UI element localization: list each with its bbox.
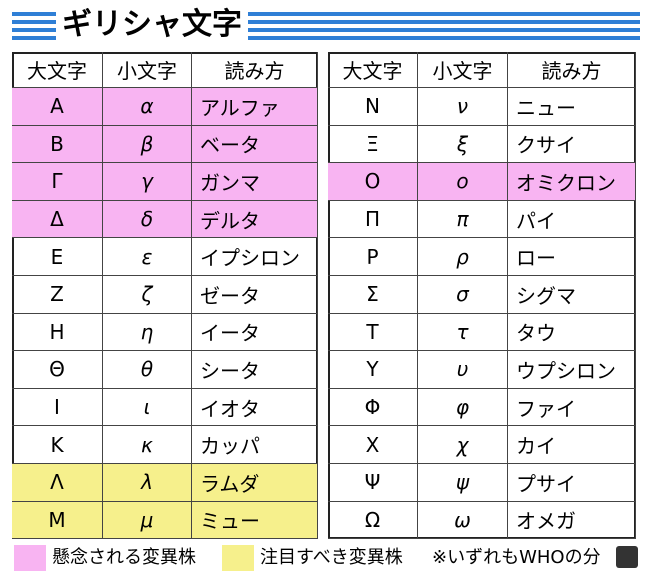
table-cell: デルタ bbox=[192, 200, 318, 239]
table-cell: ι bbox=[103, 388, 192, 427]
table-cell: ο bbox=[418, 163, 508, 201]
note: ※いずれもWHOの分 bbox=[432, 547, 601, 568]
table-cell: β bbox=[103, 125, 192, 164]
table-cell: Β bbox=[12, 125, 103, 164]
table-cell: Π bbox=[328, 200, 418, 239]
table-cell: π bbox=[418, 200, 508, 239]
table-cell: τ bbox=[418, 313, 508, 352]
table-cell: Θ bbox=[12, 351, 103, 389]
table-cell: Γ bbox=[12, 163, 103, 201]
table-cell: ベータ bbox=[192, 125, 318, 164]
header-cell: 小文字 bbox=[418, 52, 508, 88]
table-cell: オミクロン bbox=[508, 163, 636, 201]
table-cell: Ξ bbox=[328, 125, 418, 164]
legend-swatch bbox=[14, 545, 46, 571]
title: ギリシャ文字 bbox=[56, 4, 248, 46]
table-cell: Δ bbox=[12, 200, 103, 239]
table-cell: ρ bbox=[418, 238, 508, 276]
table-cell: η bbox=[103, 313, 192, 352]
table-cell: ロー bbox=[508, 238, 636, 276]
table-cell: Α bbox=[12, 88, 103, 126]
table-cell: Κ bbox=[12, 426, 103, 464]
table-cell: μ bbox=[103, 501, 192, 540]
table-cell: パイ bbox=[508, 200, 636, 239]
table-cell: Χ bbox=[328, 426, 418, 464]
table-cell: α bbox=[103, 88, 192, 126]
header-cell: 読み方 bbox=[508, 52, 636, 88]
table-cell: γ bbox=[103, 163, 192, 201]
table-cell: ε bbox=[103, 238, 192, 276]
table-cell: アルファ bbox=[192, 88, 318, 126]
table-cell: φ bbox=[418, 388, 508, 427]
table-cell: カッパ bbox=[192, 426, 318, 464]
table-cell: Λ bbox=[12, 464, 103, 502]
table-cell: クサイ bbox=[508, 125, 636, 164]
header-cell: 大文字 bbox=[328, 52, 418, 88]
table-cell: υ bbox=[418, 351, 508, 389]
table-cell: Υ bbox=[328, 351, 418, 389]
table-cell: ν bbox=[418, 88, 508, 126]
logo bbox=[616, 546, 638, 568]
table-cell: ζ bbox=[103, 276, 192, 314]
table-cell: カイ bbox=[508, 426, 636, 464]
table-cell: Ε bbox=[12, 238, 103, 276]
table-cell: Ο bbox=[328, 163, 418, 201]
table-cell: ファイ bbox=[508, 388, 636, 427]
table-cell: ニュー bbox=[508, 88, 636, 126]
table-cell: Ρ bbox=[328, 238, 418, 276]
table-cell: θ bbox=[103, 351, 192, 389]
header-cell: 小文字 bbox=[103, 52, 192, 88]
table-cell: シグマ bbox=[508, 276, 636, 314]
table-cell: σ bbox=[418, 276, 508, 314]
table-cell: Ν bbox=[328, 88, 418, 126]
table-cell: ゼータ bbox=[192, 276, 318, 314]
table-cell: ラムダ bbox=[192, 464, 318, 502]
table-cell: タウ bbox=[508, 313, 636, 352]
legend-label: 懸念される変異株 bbox=[52, 547, 196, 568]
table-cell: オメガ bbox=[508, 501, 636, 540]
table-cell: Σ bbox=[328, 276, 418, 314]
table-cell: Τ bbox=[328, 313, 418, 352]
table-cell: Ψ bbox=[328, 464, 418, 502]
table-cell: ω bbox=[418, 501, 508, 540]
table-cell: κ bbox=[103, 426, 192, 464]
header-cell: 大文字 bbox=[12, 52, 103, 88]
table-cell: ξ bbox=[418, 125, 508, 164]
table-cell: Ι bbox=[12, 388, 103, 427]
table-cell: イプシロン bbox=[192, 238, 318, 276]
table-cell: プサイ bbox=[508, 464, 636, 502]
table-cell: χ bbox=[418, 426, 508, 464]
table-cell: Ζ bbox=[12, 276, 103, 314]
stripe bbox=[12, 28, 640, 32]
table-cell: ψ bbox=[418, 464, 508, 502]
table-cell: δ bbox=[103, 200, 192, 239]
table-cell: イオタ bbox=[192, 388, 318, 427]
table-cell: Φ bbox=[328, 388, 418, 427]
table-cell: Μ bbox=[12, 501, 103, 540]
stripe bbox=[12, 20, 640, 24]
table-cell: Ω bbox=[328, 501, 418, 540]
legend-swatch bbox=[222, 545, 254, 571]
table-cell: シータ bbox=[192, 351, 318, 389]
legend-label: 注目すべき変異株 bbox=[260, 547, 403, 568]
stripe bbox=[12, 36, 640, 40]
table-cell: イータ bbox=[192, 313, 318, 352]
stripe bbox=[12, 12, 640, 16]
table-cell: ウプシロン bbox=[508, 351, 636, 389]
table-cell: ガンマ bbox=[192, 163, 318, 201]
table-cell: λ bbox=[103, 464, 192, 502]
table-cell: ミュー bbox=[192, 501, 318, 540]
table-cell: Η bbox=[12, 313, 103, 352]
header-cell: 読み方 bbox=[192, 52, 318, 88]
